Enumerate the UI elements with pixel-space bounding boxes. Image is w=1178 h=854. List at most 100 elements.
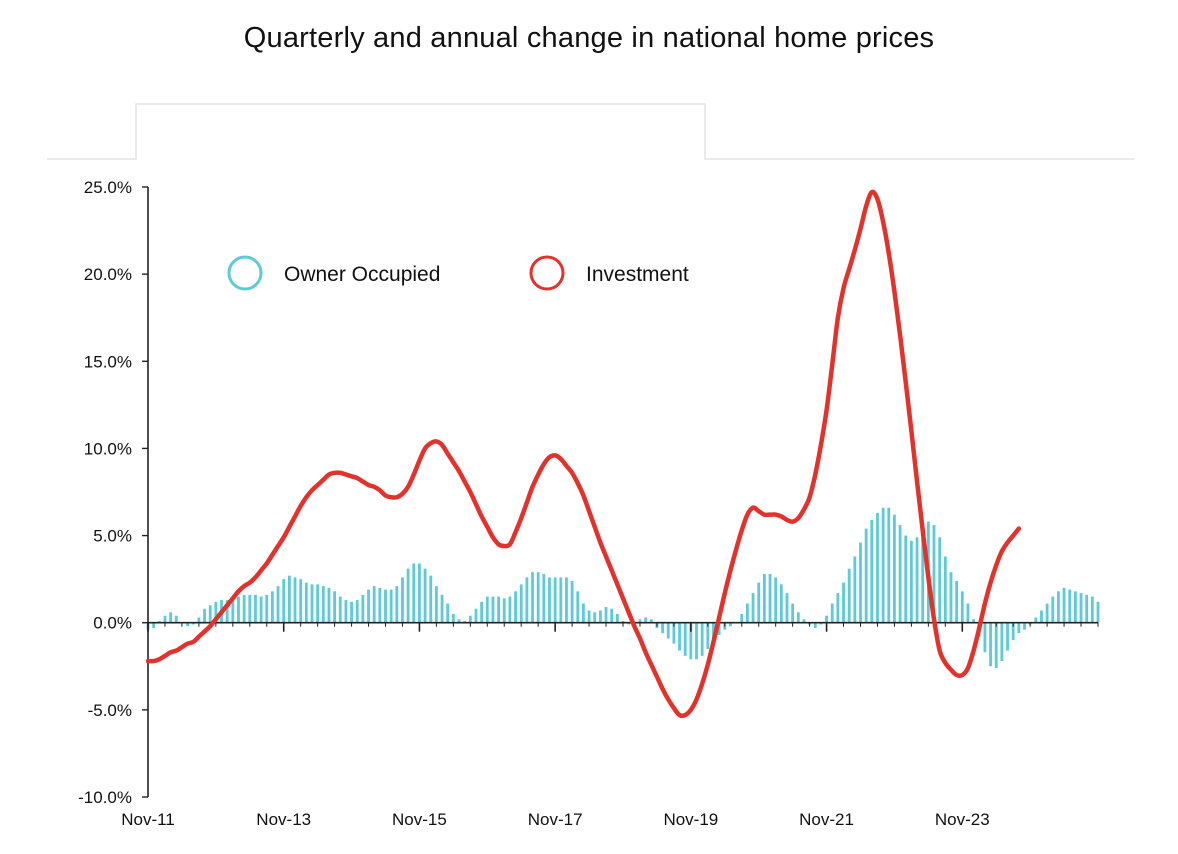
legend-item-investment: Investment — [529, 255, 689, 291]
owner-occupied-bar — [333, 591, 337, 623]
owner-occupied-bar — [672, 622, 676, 644]
owner-occupied-bar — [451, 614, 455, 623]
owner-occupied-bar — [169, 612, 173, 623]
owner-occupied-bar — [1040, 610, 1043, 623]
owner-occupied-bar — [819, 622, 823, 625]
owner-occupied-bar — [859, 542, 862, 623]
owner-occupied-bar — [1006, 622, 1009, 651]
tab-frame-line — [47, 103, 1134, 160]
y-tick-label: 5.0% — [93, 527, 132, 546]
owner-occupied-bar — [1090, 596, 1094, 623]
owner-occupied-bar — [1079, 593, 1083, 623]
owner-occupied-bar — [757, 582, 761, 623]
owner-occupied-bar — [434, 586, 438, 623]
owner-occupied-bar — [463, 620, 467, 623]
legend-label-investment: Investment — [586, 263, 689, 286]
owner-occupied-bar — [598, 610, 602, 623]
owner-occupied-bar — [887, 507, 891, 623]
owner-occupied-bar — [689, 622, 693, 660]
owner-occupied-bar — [966, 603, 970, 623]
owner-occupied-bar — [604, 607, 608, 623]
owner-occupied-bar — [310, 584, 314, 623]
owner-occupied-bar — [344, 600, 348, 623]
owner-occupied-bar — [367, 589, 370, 623]
owner-occupied-bar — [254, 594, 257, 623]
owner-occupied-bar — [502, 598, 506, 623]
owner-occupied-bar — [384, 589, 387, 623]
owner-occupied-bar — [943, 556, 947, 623]
owner-occupied-bar — [774, 577, 778, 623]
owner-occupied-bar — [1000, 622, 1004, 662]
legend-item-owner-occupied: Owner Occupied — [227, 255, 440, 291]
owner-occupied-bar — [299, 579, 303, 623]
owner-occupied-bar — [576, 591, 580, 623]
owner-occupied-bar — [406, 568, 410, 623]
owner-occupied-bar — [746, 603, 749, 623]
owner-occupied-bar — [480, 601, 484, 623]
owner-occupied-bar — [536, 572, 540, 623]
owner-occupied-bar — [446, 603, 450, 623]
owner-occupied-bar — [327, 587, 331, 623]
owner-occupied-bar — [1023, 622, 1026, 630]
y-tick-label: 15.0% — [84, 352, 132, 371]
owner-occupied-bar — [683, 622, 687, 656]
owner-occupied-bar — [881, 507, 885, 623]
owner-occupied-bar — [678, 622, 681, 651]
owner-occupied-bar — [542, 573, 546, 623]
owner-occupied-bar — [1057, 591, 1060, 623]
x-tick-label: Nov-23 — [935, 810, 990, 829]
owner-occupied-bar — [485, 596, 489, 623]
owner-occupied-bar — [361, 594, 365, 623]
owner-occupied-bar — [321, 586, 325, 623]
owner-occupied-bar — [1068, 589, 1072, 623]
x-tick-label: Nov-11 — [121, 810, 175, 829]
owner-occupied-bar — [338, 596, 342, 623]
owner-occupied-bar — [519, 584, 523, 623]
legend: Owner Occupied Investment — [227, 255, 689, 291]
owner-occupied-bar — [401, 577, 404, 623]
owner-occupied-bar — [666, 622, 670, 639]
owner-occupied-bar — [1034, 617, 1038, 623]
owner-occupied-bar — [242, 594, 246, 623]
owner-occupied-bar — [418, 563, 421, 623]
owner-occupied-bar — [457, 619, 461, 623]
owner-occupied-bar — [915, 537, 919, 623]
chart-title: Quarterly and annual change in national … — [243, 22, 935, 54]
owner-occupied-bar — [802, 619, 806, 623]
owner-occupied-bar — [909, 540, 913, 623]
owner-occupied-bar — [813, 622, 817, 628]
investment-line — [145, 189, 1022, 719]
owner-occupied-bar — [610, 608, 614, 623]
y-tick-label: 20.0% — [84, 265, 132, 284]
owner-occupied-bar — [372, 586, 376, 623]
x-tick-label: Nov-19 — [663, 810, 718, 829]
owner-occupied-bar — [949, 572, 953, 623]
x-tick-label: Nov-21 — [799, 810, 854, 829]
owner-occupied-bar — [304, 582, 308, 623]
owner-occupied-bar — [152, 622, 156, 628]
owner-occupied-bar — [548, 577, 551, 623]
owner-occupied-bar — [638, 619, 642, 623]
owner-occupied-bar — [661, 622, 664, 634]
owner-occupied-bar — [197, 617, 201, 623]
owner-occupied-bar — [565, 577, 568, 623]
owner-occupied-bar — [779, 584, 783, 623]
owner-occupied-bar — [1051, 596, 1055, 623]
owner-occupied-bar — [1073, 591, 1077, 623]
owner-occupied-bar — [836, 593, 840, 623]
legend-label-owner-occupied: Owner Occupied — [284, 263, 440, 286]
owner-occupied-bar — [271, 591, 274, 623]
owner-occupied-bar — [921, 528, 925, 623]
owner-occupied-bar — [423, 568, 427, 623]
owner-occupied-bar — [717, 622, 721, 635]
owner-occupied-bar — [282, 579, 286, 623]
legend-marker-investment — [529, 255, 565, 291]
owner-occupied-bar — [740, 614, 744, 623]
owner-occupied-bar — [525, 577, 529, 623]
owner-occupied-bar — [514, 591, 517, 623]
owner-occupied-bar — [316, 584, 320, 623]
owner-occupied-bar — [1085, 594, 1089, 623]
owner-occupied-bar — [853, 556, 857, 623]
owner-occupied-bar — [695, 622, 698, 660]
